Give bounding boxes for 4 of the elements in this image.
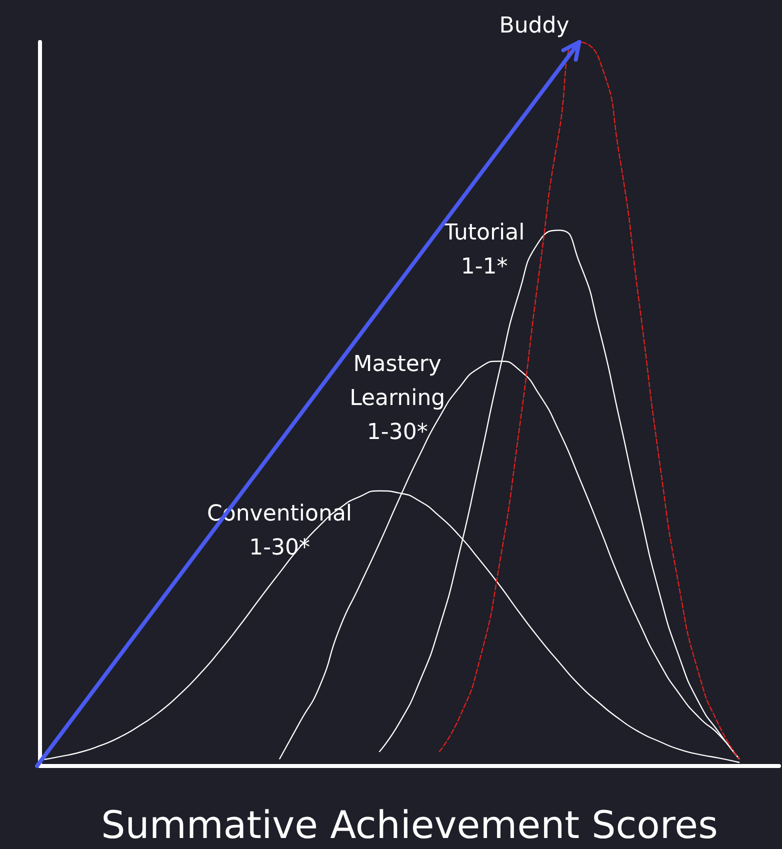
series-label: Buddy xyxy=(499,14,570,38)
series-label: Mastery Learning 1-30* xyxy=(350,352,446,445)
x-axis-title: Summative Achievement Scores xyxy=(101,803,718,847)
series-label: Tutorial 1-1* xyxy=(442,220,525,280)
